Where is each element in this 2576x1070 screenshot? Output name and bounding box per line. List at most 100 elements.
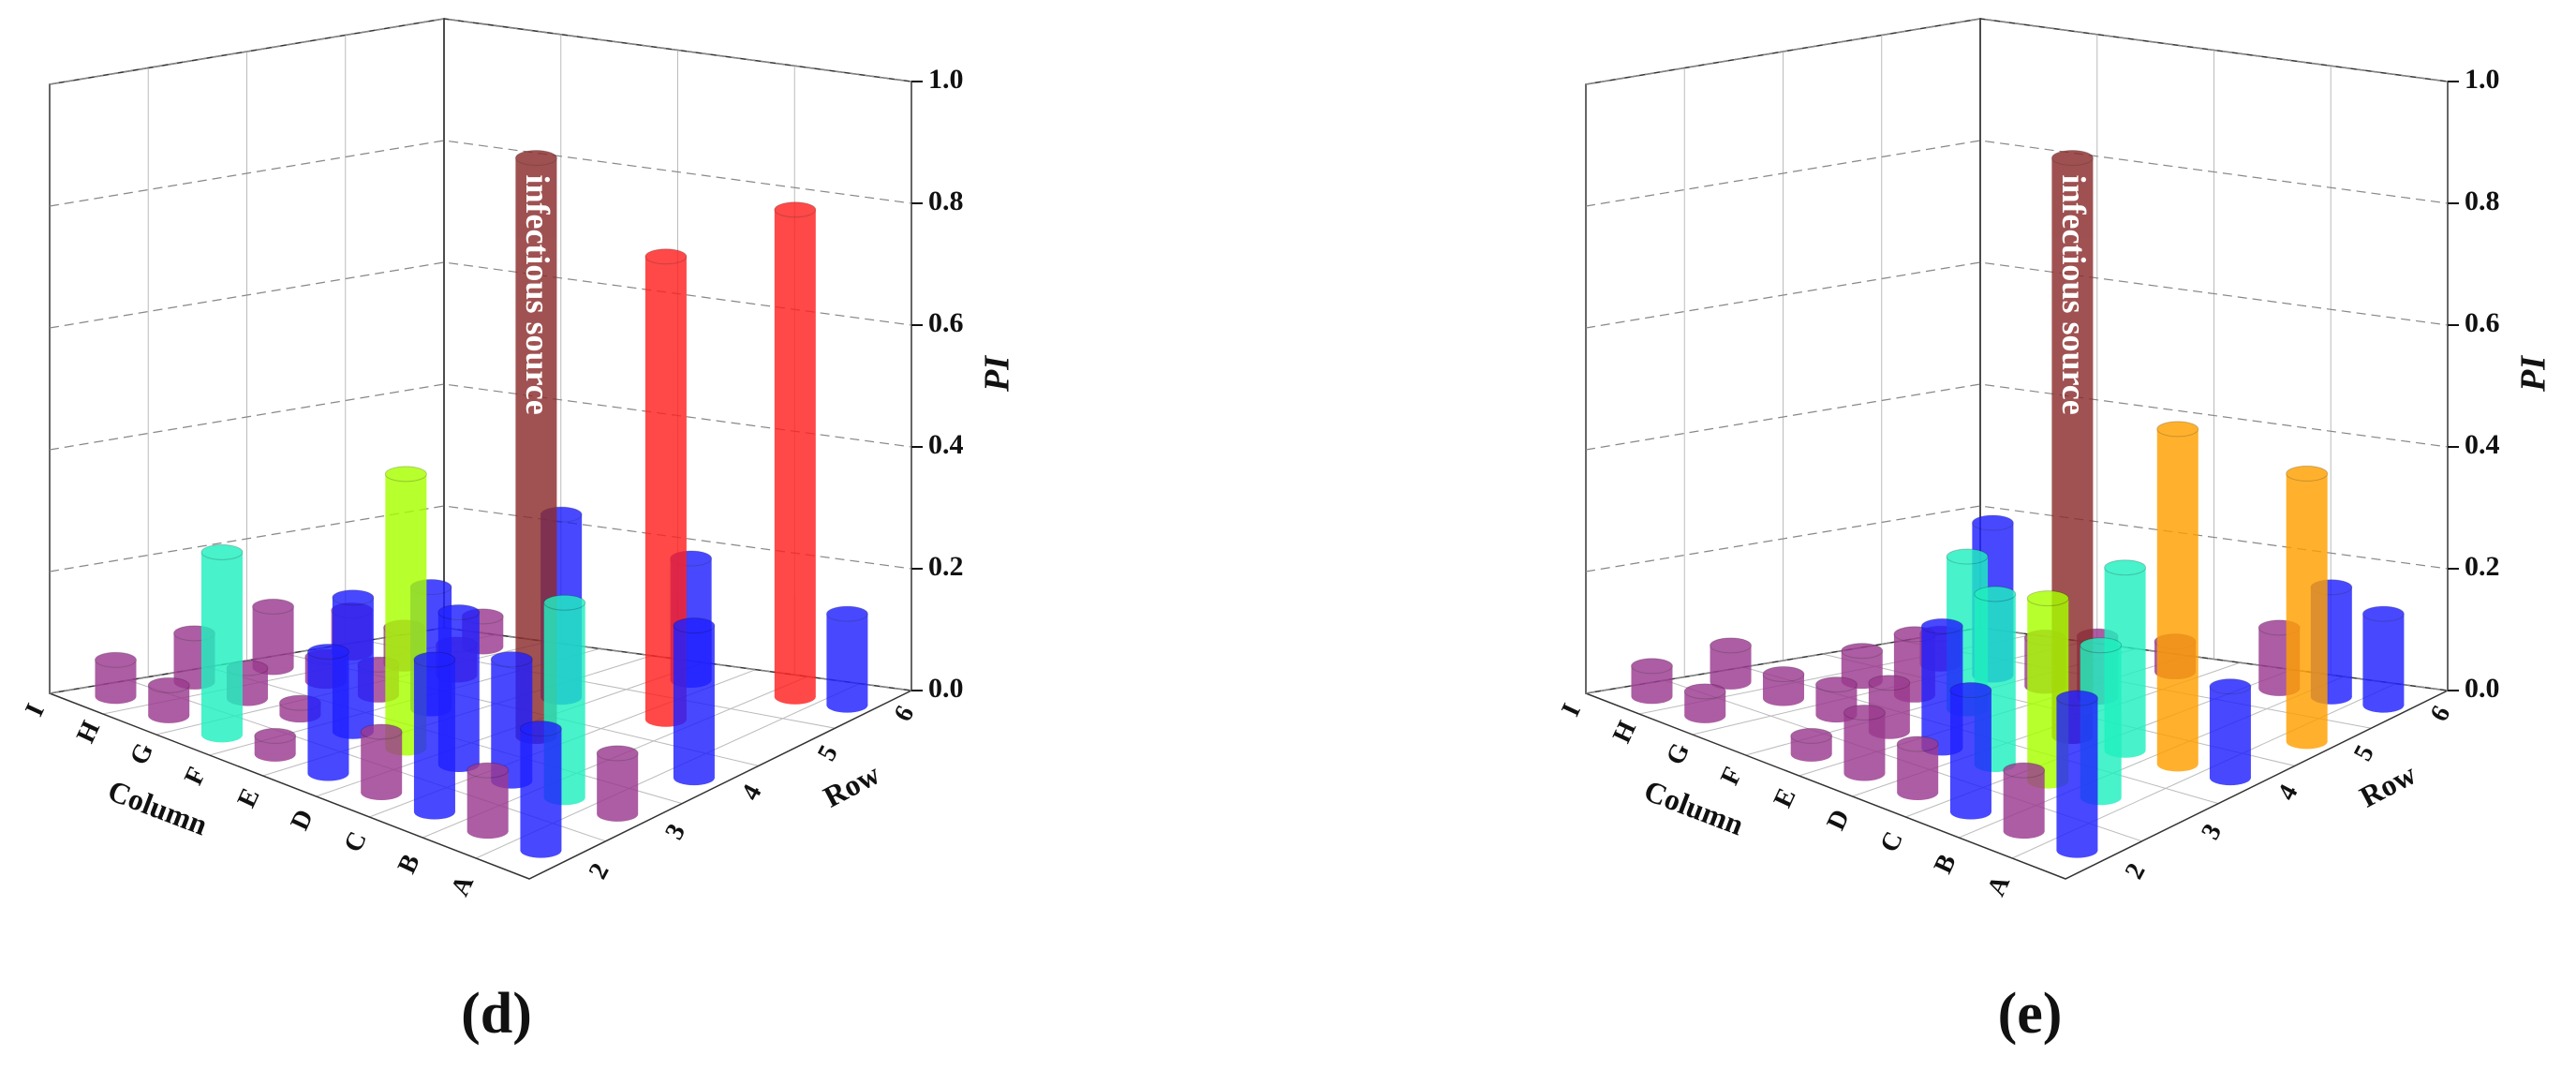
- x-tick-label: H: [1607, 717, 1642, 748]
- bar: [2055, 690, 2098, 858]
- y-axis-label: Row: [818, 757, 885, 814]
- bar-top: [1868, 675, 1911, 691]
- bar-body: [1843, 712, 1886, 774]
- bar: [466, 762, 510, 840]
- z-tick-label: 0.0: [928, 673, 964, 704]
- bar: [1896, 736, 1939, 800]
- bar-top: [514, 149, 557, 166]
- bar-top: [94, 651, 137, 668]
- x-tick-label: F: [1715, 763, 1748, 790]
- bar-body: [307, 651, 349, 774]
- z-tick-label: 1.0: [2465, 64, 2500, 95]
- bar-top: [519, 721, 562, 737]
- bar-body: [2056, 698, 2098, 851]
- y-tick-label: 3: [659, 819, 691, 844]
- bar-top: [200, 543, 244, 560]
- bar-body: [413, 660, 455, 812]
- x-tick-label: B: [392, 850, 426, 878]
- bar-top: [2055, 690, 2098, 706]
- bar: [596, 745, 639, 822]
- bar: [413, 651, 456, 820]
- bar: [306, 643, 349, 781]
- bar-top: [252, 598, 295, 615]
- bar-top: [1630, 658, 1673, 675]
- bar-body: [1949, 690, 1991, 812]
- bar-top: [596, 745, 639, 762]
- x-tick-label: A: [1981, 870, 2016, 900]
- bar-top: [1762, 665, 1805, 682]
- z-axis-label: PI: [978, 355, 1017, 393]
- bar: [200, 543, 244, 743]
- bar: [1814, 676, 1858, 723]
- y-tick-label: 5: [2348, 740, 2380, 765]
- bar: [1843, 704, 1886, 781]
- grid-line: [1585, 140, 2449, 207]
- y-tick-label: 4: [736, 780, 768, 805]
- floor-edge: [1585, 690, 2449, 880]
- y-tick-label: 6: [2424, 701, 2456, 726]
- bar: [360, 723, 403, 800]
- bar: [1949, 682, 1992, 820]
- x-tick-label: E: [1769, 784, 1802, 812]
- bar: [1683, 683, 1726, 723]
- z-tick-label: 0.2: [928, 551, 964, 582]
- x-tick-label: I: [1556, 699, 1587, 721]
- bar-body: [1897, 743, 1939, 793]
- x-tick-label: D: [1821, 805, 1856, 834]
- bar-top: [2286, 465, 2329, 482]
- bar: [2003, 762, 2046, 840]
- bar-body: [520, 728, 562, 851]
- bar-top: [332, 589, 375, 606]
- bar: [1630, 658, 1673, 705]
- x-tick-label: I: [20, 699, 51, 721]
- bar-top: [1896, 736, 1939, 752]
- panel-label: (d): [461, 982, 532, 1046]
- bar: [2209, 678, 2252, 786]
- grid-line: [1585, 261, 2449, 329]
- z-tick-label: 0.6: [2465, 307, 2500, 338]
- bar-top: [2361, 605, 2405, 622]
- bar-top: [2156, 421, 2199, 438]
- floor-edge: [49, 690, 912, 880]
- bar-top: [825, 605, 868, 622]
- bar-top: [644, 248, 688, 265]
- bar-body: [2003, 770, 2045, 832]
- y-tick-label: 4: [2273, 780, 2304, 805]
- x-tick-label: A: [445, 870, 480, 900]
- panel-label: (e): [1998, 982, 2063, 1046]
- y-tick-label: 6: [888, 701, 920, 726]
- x-tick-label: F: [179, 763, 212, 790]
- grid-line: [49, 140, 912, 207]
- z-tick-label: 0.2: [2465, 551, 2500, 582]
- bar-top: [1790, 727, 1833, 744]
- z-axis-label: PI: [2514, 355, 2554, 393]
- x-tick-label: H: [71, 717, 106, 748]
- bar: [774, 201, 817, 705]
- bar-top: [1841, 643, 1884, 660]
- annotation: infectious source: [2055, 174, 2093, 414]
- bar-top: [1710, 637, 1753, 654]
- x-tick-label: E: [232, 784, 266, 812]
- bar-top: [1920, 617, 1963, 634]
- grid-line: [1585, 18, 2449, 85]
- bar: [1710, 637, 1753, 690]
- y-tick-label: 2: [584, 858, 615, 884]
- bar-top: [1683, 683, 1726, 700]
- bar-top: [1814, 676, 1858, 693]
- bar-top: [306, 643, 349, 660]
- bar: [147, 676, 190, 723]
- bar-top: [384, 466, 427, 483]
- bar-top: [466, 762, 510, 779]
- bar-body: [597, 752, 639, 814]
- bar-body: [826, 614, 868, 706]
- x-tick-label: B: [1929, 850, 1962, 878]
- bar-top: [2080, 637, 2123, 654]
- bar-body: [774, 209, 816, 697]
- bar-body: [2362, 614, 2405, 706]
- annotation: infectious source: [519, 174, 556, 414]
- bar-top: [2026, 590, 2069, 607]
- bar-body: [466, 770, 509, 832]
- bar-top: [2104, 559, 2147, 576]
- bar-top: [437, 603, 481, 620]
